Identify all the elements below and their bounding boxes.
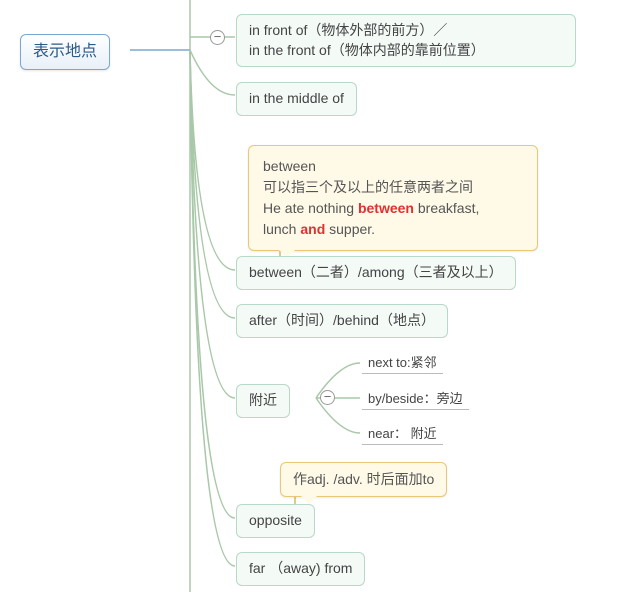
node-far-from[interactable]: far （away) from: [236, 552, 365, 586]
c1-l2: 可以指三个及以上的任意两者之间: [263, 177, 523, 198]
c1-l1: between: [263, 156, 523, 177]
node-nearby[interactable]: 附近: [236, 384, 290, 418]
node-in-front-of[interactable]: in front of（物体外部的前方）／ in the front of（物体…: [236, 14, 576, 67]
node-after-behind[interactable]: after（时间）/behind（地点）: [236, 304, 448, 338]
n4-label: after（时间）/behind（地点）: [249, 312, 435, 328]
c1-l4: lunch and supper.: [263, 219, 523, 240]
n1-line2: in the front of（物体内部的靠前位置）: [249, 41, 563, 61]
node-between-among[interactable]: between（二者）/among（三者及以上）: [236, 256, 516, 290]
root-node[interactable]: 表示地点: [20, 34, 110, 70]
n7-label: far （away) from: [249, 560, 352, 576]
toggle-root[interactable]: −: [210, 30, 225, 45]
root-label: 表示地点: [33, 43, 97, 60]
callout-opposite: 作adj. /adv. 时后面加to: [280, 462, 447, 497]
n2-label: in the middle of: [249, 90, 344, 106]
toggle-nearby[interactable]: −: [320, 390, 335, 405]
sub-near[interactable]: near： 附近: [362, 421, 443, 445]
n6-label: opposite: [249, 512, 302, 528]
c2-text: 作adj. /adv. 时后面加to: [293, 471, 434, 487]
sub-next-to[interactable]: next to:紧邻: [362, 350, 443, 374]
n3-label: between（二者）/among（三者及以上）: [249, 264, 503, 280]
node-in-middle-of[interactable]: in the middle of: [236, 82, 357, 116]
sub-by-beside[interactable]: by/beside：旁边: [362, 386, 469, 410]
n5-label: 附近: [249, 392, 277, 408]
node-opposite[interactable]: opposite: [236, 504, 315, 538]
callout-between: between 可以指三个及以上的任意两者之间 He ate nothing b…: [248, 145, 538, 251]
c1-l3: He ate nothing between breakfast,: [263, 198, 523, 219]
n1-line1: in front of（物体外部的前方）／: [249, 21, 563, 41]
